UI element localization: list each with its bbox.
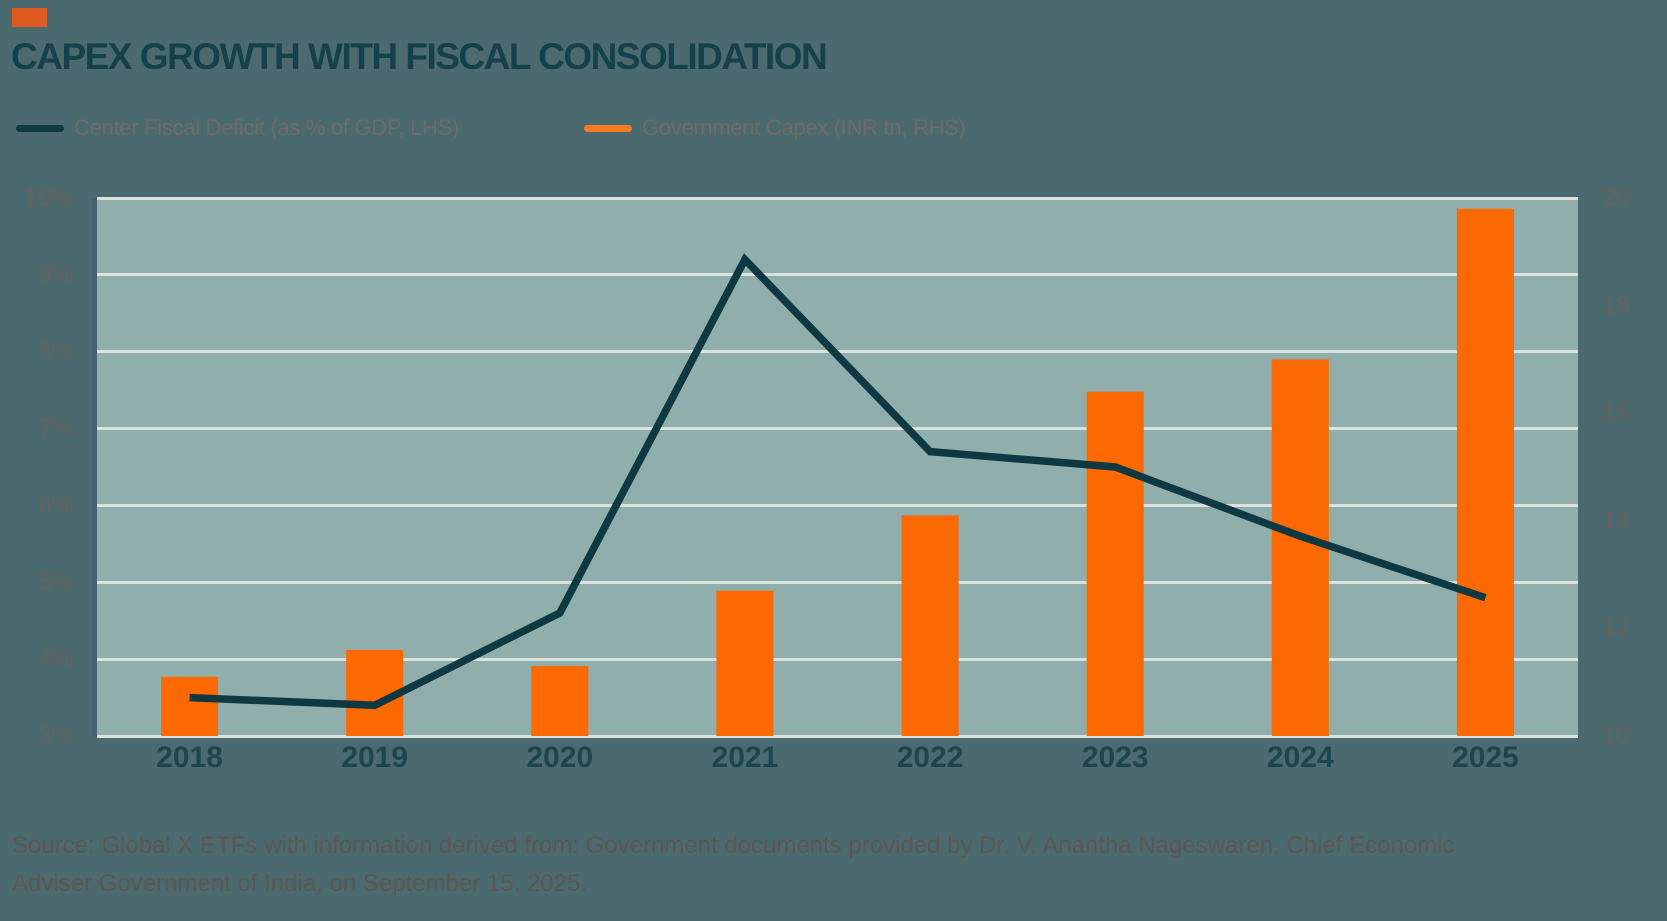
capex-bar-2021 bbox=[716, 590, 774, 736]
left-axis-tick: 5% bbox=[37, 567, 74, 596]
gridline bbox=[97, 196, 1578, 200]
x-axis-tick-2023: 2023 bbox=[1081, 741, 1149, 774]
capex-bar-2023 bbox=[1086, 391, 1144, 736]
right-axis-tick: 14 bbox=[1602, 506, 1630, 535]
right-axis-tick: 10 bbox=[1602, 721, 1630, 750]
chart-canvas bbox=[161, 208, 1514, 736]
x-axis-tick-2025: 2025 bbox=[1452, 741, 1519, 774]
x-axis-tick-2024: 2024 bbox=[1266, 741, 1334, 774]
page-title: CAPEX GROWTH WITH FISCAL CONSOLIDATION bbox=[11, 36, 828, 77]
left-axis-tick: 10% bbox=[23, 183, 74, 212]
gridline bbox=[97, 657, 1578, 661]
right-y-axis: 20 18 16 14 12 10 bbox=[1602, 184, 1664, 750]
plot-area bbox=[97, 196, 1578, 738]
capex-bar-2018 bbox=[161, 676, 219, 736]
line-swatch-icon bbox=[584, 124, 632, 132]
gridline bbox=[97, 273, 1578, 277]
left-axis-edge-line bbox=[92, 198, 97, 736]
right-axis-tick: 20 bbox=[1602, 183, 1630, 212]
brand-accent-swatch bbox=[12, 8, 47, 27]
capex-bar-2022 bbox=[901, 515, 959, 736]
capex-bar-2020 bbox=[531, 666, 589, 736]
source-note: Source: Global X ETFs with information d… bbox=[12, 827, 1454, 903]
right-axis-tick: 18 bbox=[1602, 291, 1630, 320]
source-note-line2: Adviser Government of India, on Septembe… bbox=[12, 870, 588, 897]
right-axis-tick: 16 bbox=[1602, 398, 1630, 427]
gridline bbox=[97, 734, 1578, 738]
x-axis-tick-2021: 2021 bbox=[711, 741, 779, 774]
legend-label: Center Fiscal Deficit (as % of GDP, LHS) bbox=[74, 115, 459, 140]
gridline bbox=[97, 427, 1578, 431]
x-axis-tick-2022: 2022 bbox=[896, 741, 964, 774]
line-swatch-icon bbox=[16, 124, 64, 132]
x-axis-tick-2019: 2019 bbox=[341, 741, 409, 774]
legend-item-fiscal-deficit: Center Fiscal Deficit (as % of GDP, LHS) bbox=[16, 115, 459, 140]
gridline bbox=[97, 580, 1578, 584]
fiscal-deficit-line bbox=[189, 253, 1487, 710]
x-axis: 2018 2019 2020 2021 2022 2023 2024 2025 bbox=[97, 741, 1578, 775]
capex-bar-2025 bbox=[1456, 208, 1514, 736]
legend-label: Government Capex (INR tn, RHS) bbox=[642, 115, 966, 140]
left-axis-tick: 9% bbox=[37, 260, 74, 289]
gridline bbox=[97, 503, 1578, 507]
x-axis-tick-2018: 2018 bbox=[156, 741, 223, 774]
legend-item-government-capex: Government Capex (INR tn, RHS) bbox=[584, 115, 966, 140]
source-note-line1: Source: Global X ETFs with information d… bbox=[12, 832, 1455, 859]
left-axis-tick: 7% bbox=[37, 414, 74, 443]
capex-bar-2024 bbox=[1271, 359, 1329, 736]
left-axis-tick: 8% bbox=[37, 337, 74, 366]
left-axis-tick: 6% bbox=[37, 490, 74, 519]
x-axis-tick-2020: 2020 bbox=[526, 741, 594, 774]
right-axis-tick: 12 bbox=[1602, 613, 1630, 642]
left-axis-tick: 4% bbox=[37, 644, 74, 673]
left-axis-tick: 3% bbox=[37, 721, 74, 750]
left-y-axis: 10% 9% 8% 7% 6% 5% 4% 3% bbox=[0, 184, 78, 750]
